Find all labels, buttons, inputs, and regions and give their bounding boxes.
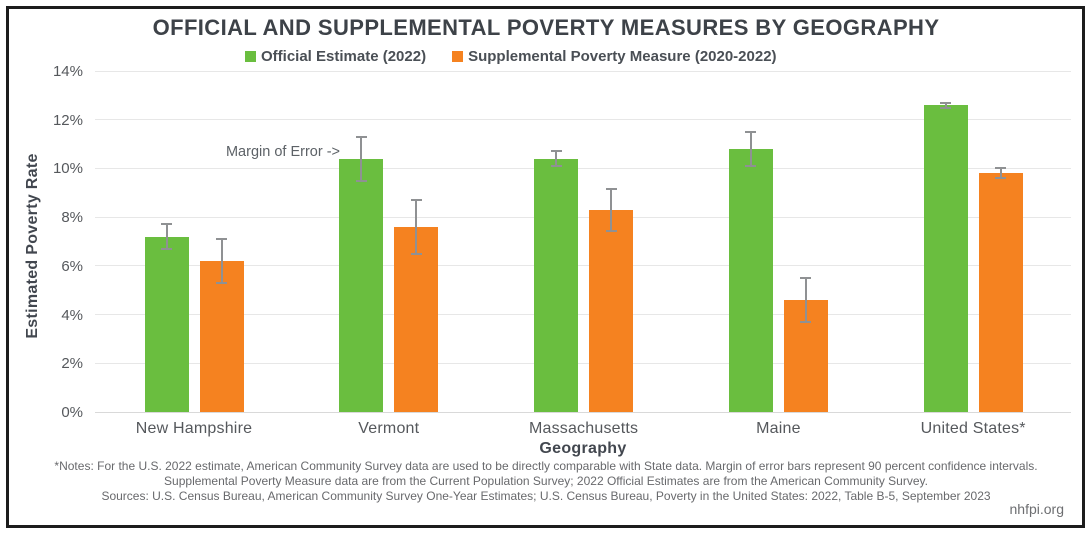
legend-item-official: Official Estimate (2022) — [245, 48, 426, 65]
y-tick-label: 4% — [61, 306, 83, 324]
bar-supplemental — [394, 226, 439, 412]
error-bar — [220, 239, 223, 283]
error-bar-cap — [605, 229, 617, 232]
notes-line-1: *Notes: For the U.S. 2022 estimate, Amer… — [54, 459, 1038, 473]
y-tick-label: 8% — [61, 209, 83, 227]
gridline — [95, 362, 1071, 364]
error-bar-cap — [995, 167, 1007, 170]
legend: Official Estimate (2022) Supplemental Po… — [245, 47, 777, 65]
official-estimate-swatch-icon — [245, 50, 256, 62]
error-bar-cap — [940, 106, 952, 109]
error-bar — [749, 131, 752, 166]
gridline — [95, 216, 1071, 218]
gridline — [95, 119, 1071, 121]
y-tick-label: 0% — [61, 404, 83, 421]
bar-supplemental — [589, 209, 634, 412]
y-tick-label: 6% — [61, 257, 83, 275]
bar-supplemental — [978, 173, 1023, 412]
y-tick-label: 14% — [52, 63, 83, 80]
gridline — [95, 70, 1071, 72]
x-category-label: Massachusetts — [528, 420, 639, 437]
notes-line-3: Sources: U.S. Census Bureau, American Co… — [101, 489, 991, 503]
chart-title: OFFICIAL AND SUPPLEMENTAL POVERTY MEASUR… — [152, 15, 940, 40]
notes-line-2: Supplemental Poverty Measure data are fr… — [164, 474, 928, 488]
error-bar — [999, 168, 1002, 179]
error-bar-cap — [995, 177, 1007, 180]
error-bar-cap — [745, 164, 757, 167]
error-bar-cap — [745, 130, 757, 133]
y-tick-label: 12% — [52, 111, 83, 129]
x-category-label: Vermont — [358, 420, 420, 437]
error-bar-cap — [216, 238, 227, 241]
x-category-label: United States* — [920, 420, 1026, 437]
error-bar — [415, 200, 418, 254]
error-bar-cap — [355, 179, 367, 182]
gridline — [95, 167, 1071, 169]
error-bar-cap — [216, 281, 227, 284]
error-bar-cap — [355, 135, 367, 138]
error-bar-cap — [410, 252, 422, 255]
error-bar-cap — [161, 223, 172, 226]
gridline — [95, 411, 1071, 413]
x-axis-title: Geography — [539, 440, 627, 457]
bar-supplemental — [199, 260, 244, 412]
legend-label-official: Official Estimate (2022) — [261, 47, 427, 65]
margin-of-error-annotation: Margin of Error -> — [225, 144, 340, 160]
error-bar-cap — [550, 150, 562, 153]
bar-official — [339, 158, 384, 412]
error-bar-cap — [605, 188, 617, 191]
x-category-label: Maine — [756, 420, 801, 437]
y-tick-label: 10% — [52, 160, 83, 178]
error-bar — [804, 278, 807, 322]
error-bar-cap — [161, 247, 172, 250]
error-bar — [165, 224, 168, 249]
chart-notes: *Notes: For the U.S. 2022 estimate, Amer… — [20, 459, 1072, 504]
bar-official — [534, 158, 579, 412]
error-bar — [944, 102, 947, 108]
error-bar-cap — [800, 320, 812, 323]
error-bar-cap — [940, 101, 952, 104]
bar-official — [144, 236, 189, 412]
legend-label-supplemental: Supplemental Poverty Measure (2020-2022) — [468, 47, 777, 65]
gridline — [95, 314, 1071, 316]
bar-official — [923, 105, 968, 412]
gridline — [95, 265, 1071, 267]
error-bar-cap — [800, 277, 812, 280]
legend-item-supplemental: Supplemental Poverty Measure (2020-2022) — [452, 47, 777, 65]
error-bar-cap — [410, 199, 422, 202]
error-bar-cap — [550, 164, 562, 167]
site-link: nhfpi.org — [1009, 501, 1064, 517]
error-bar — [610, 189, 613, 231]
y-tick-label: 2% — [61, 355, 83, 373]
bar-official — [728, 148, 773, 412]
x-category-label: New Hampshire — [135, 420, 253, 437]
error-bar — [555, 151, 558, 166]
error-bar — [360, 136, 363, 181]
supplemental-measure-swatch-icon — [452, 50, 464, 62]
